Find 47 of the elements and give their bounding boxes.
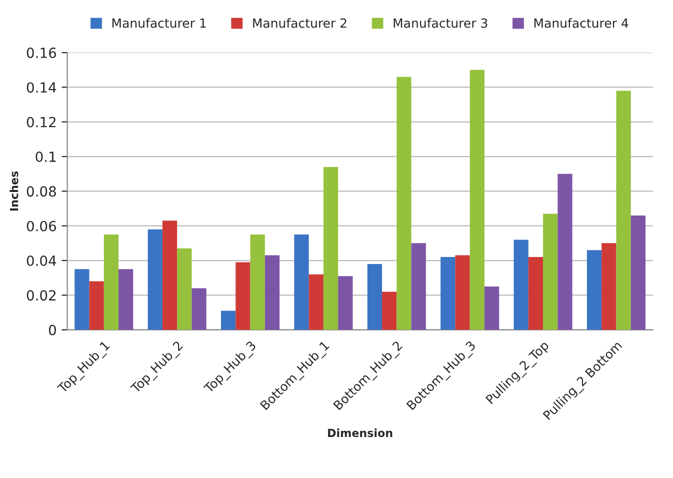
bar: [236, 262, 250, 330]
bar: [543, 214, 558, 330]
bar: [148, 229, 162, 330]
bar: [382, 292, 397, 330]
bar: [104, 234, 119, 330]
bar: [308, 274, 324, 330]
x-axis-title: Dimension: [328, 428, 392, 438]
bar: [74, 269, 90, 330]
bar: [118, 269, 134, 330]
bar: [455, 255, 470, 330]
y-tick-label: 0.12: [26, 116, 56, 128]
y-tick-label: 0.06: [26, 220, 56, 232]
bar: [411, 243, 426, 330]
y-tick-label: 0.08: [26, 186, 56, 197]
legend-label: Manufacturer 4: [534, 18, 628, 28]
bar: [630, 215, 646, 330]
bar: [338, 276, 353, 330]
bar: [294, 234, 309, 330]
legend-label: Manufacturer 1: [112, 18, 206, 28]
bar: [264, 255, 280, 330]
legend-label: Manufacturer 2: [253, 18, 346, 28]
bar: [323, 166, 338, 330]
bar: [367, 264, 382, 330]
y-tick-label: 0.14: [26, 82, 56, 93]
bar: [484, 286, 500, 330]
bar: [558, 174, 572, 330]
bar: [396, 76, 412, 330]
y-tick-label: 0.02: [26, 290, 56, 301]
bar: [162, 220, 178, 330]
bar: [616, 90, 631, 330]
bar: [440, 257, 456, 330]
bar: [177, 248, 192, 330]
y-tick-label: 0.16: [26, 48, 56, 58]
bar: [192, 288, 206, 330]
bar: [514, 240, 528, 330]
y-tick-label: 0.04: [26, 255, 56, 266]
bar: [220, 310, 236, 330]
bar: [470, 70, 484, 330]
y-tick-label: 0.1: [36, 152, 56, 162]
bar: [602, 243, 616, 330]
bar: [586, 250, 602, 330]
legend-label: Manufacturer 3: [394, 18, 488, 28]
bar: [250, 234, 265, 330]
bar: [89, 281, 104, 330]
y-axis-title: Inches: [10, 171, 18, 211]
bar: [528, 257, 544, 330]
y-tick-label: 0: [48, 324, 56, 336]
